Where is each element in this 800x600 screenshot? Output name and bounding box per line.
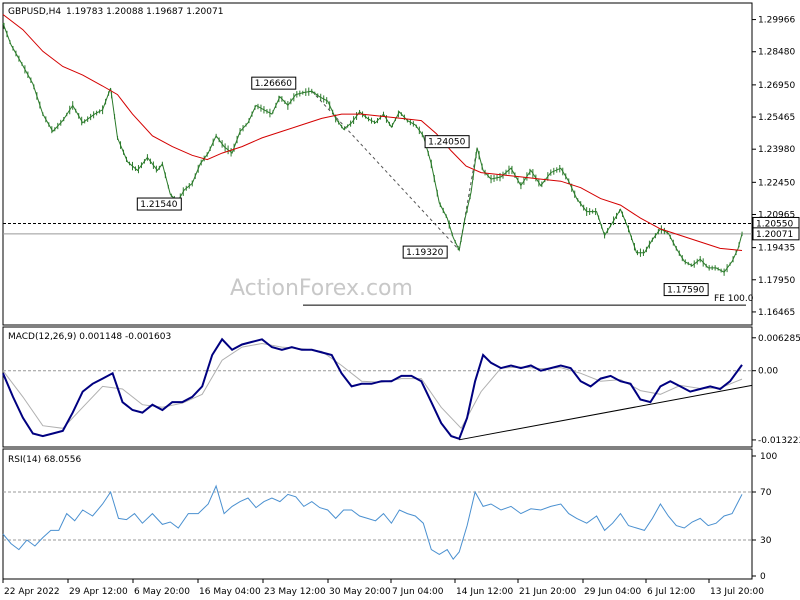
x-tick-label: 30 May 20:00 [329,587,391,597]
price-level-box [752,227,800,241]
price-header-ohlc: 1.19783 1.20088 1.19687 1.20071 [66,7,223,17]
price-y-tick-label: 1.20965 [758,210,795,220]
macd-title: MACD(12,26,9) 0.001148 -0.001603 [8,332,171,342]
price-line [2,23,743,273]
price-y-tick-label: 1.23980 [758,145,795,155]
macd-y-tick-label: 0.00 [758,367,778,377]
rsi-y-axis: 100 70 30 0 [3,452,777,582]
rsi-panel-frame [2,448,753,580]
macd-panel-frame [2,326,753,448]
price-header-symbol: GBPUSD,H4 [8,7,61,17]
macd-y-tick-label: -0.013223 [758,436,800,446]
rsi-y-tick-label: 100 [760,452,777,462]
rsi-y-tick-label: 70 [760,488,772,498]
annotation-label: 1.24050 [428,138,465,148]
annotation-label: 1.26660 [255,79,292,89]
x-tick-label: 6 May 20:00 [134,587,190,597]
projection-line [458,147,478,251]
x-tick-label: 29 Apr 12:00 [69,587,128,597]
x-tick-label: 23 May 12:00 [264,587,326,597]
price-y-tick-label: 1.19435 [758,244,795,254]
annotation-box [402,245,448,259]
price-panel-frame [2,2,753,326]
x-tick-label: 29 Jun 04:00 [584,587,641,597]
rsi-y-tick-label: 0 [760,572,766,582]
annotation-box [663,283,709,297]
x-tick-label: 14 Jun 12:00 [456,587,513,597]
price-y-tick-label: 1.29966 [758,16,795,26]
annotation-label: 1.17590 [667,286,704,296]
x-tick-label: 13 Jul 20:00 [710,587,764,597]
annotation-box [251,76,297,90]
watermark: ActionForex.com [230,276,413,301]
x-axis: 22 Apr 2022 29 Apr 12:00 6 May 20:00 16 May… [2,579,764,597]
sma-line [2,14,743,251]
x-tick-label: 22 Apr 2022 [4,587,60,597]
annotation-box [136,197,182,211]
rsi-line [2,484,743,561]
x-tick-label: 6 Jul 12:00 [647,587,696,597]
price-level-label: 1.20550 [756,219,793,229]
macd-main-line [2,337,743,441]
price-annotations: 1.26660 1.21540 1.24050 1.19320 1.17590 [136,76,709,297]
annotation-label: 1.19320 [406,248,443,258]
annotation-label: 1.21540 [140,200,177,210]
price-projection-lines [311,90,478,251]
price-level-label: 1.20071 [756,230,793,240]
x-tick-label: 7 Jun 04:00 [392,587,444,597]
price-y-tick-label: 1.16465 [758,308,795,318]
rsi-title: RSI(14) 68.0556 [8,455,81,465]
price-y-tick-label: 1.17950 [758,276,795,286]
projection-line [311,90,460,251]
x-tick-label: 16 May 04:00 [199,587,261,597]
macd-y-axis: 0.006285 0.00 -0.013223 [3,334,800,446]
price-y-tick-label: 1.28480 [758,48,795,58]
price-y-axis: 1.29966 1.28480 1.26950 1.25465 1.23980 1.224… [752,16,795,318]
macd-trend-line [459,384,753,441]
price-y-tick-label: 1.25465 [758,113,795,123]
price-y-tick-label: 1.26950 [758,81,795,91]
annotation-box [424,135,470,149]
rsi-y-tick-label: 30 [760,536,772,546]
macd-y-tick-label: 0.006285 [758,334,800,344]
fe-label: FE 100.0 [714,294,754,304]
x-tick-label: 21 Jun 20:00 [519,587,576,597]
price-y-tick-label: 1.22450 [758,178,795,188]
